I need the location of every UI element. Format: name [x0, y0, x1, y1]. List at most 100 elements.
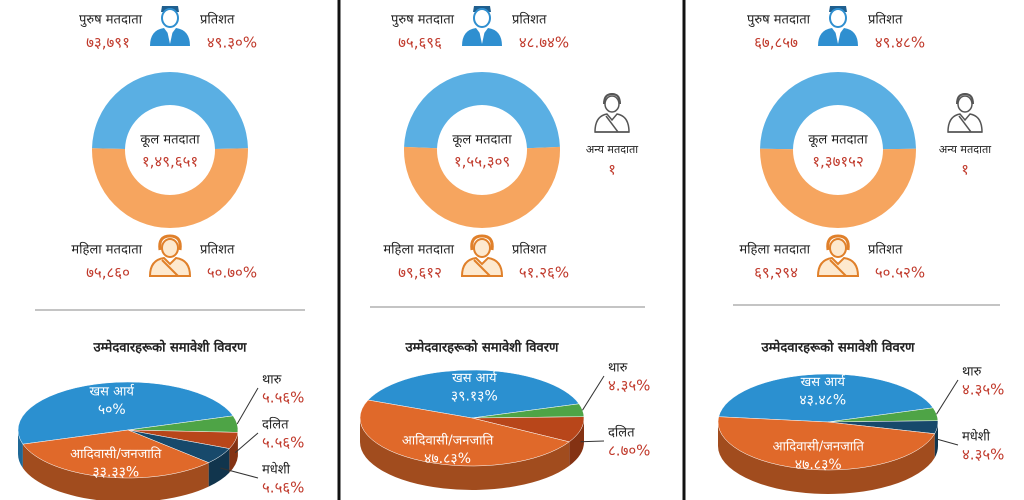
total-voters: १,३७१५२ [812, 153, 864, 171]
percent-value: ५०.७०% [207, 264, 257, 282]
slice-label: आदिवासी/जनजाति [773, 438, 865, 454]
pie-side [208, 448, 230, 487]
slice-label: दलित [608, 425, 635, 441]
slice-value: ४.३५% [608, 377, 650, 395]
pie-slice [717, 416, 936, 471]
voter-label: महिला मतदाता [383, 242, 454, 258]
slice-label: मधेशी [262, 462, 291, 478]
slice-label: खस आर्य [452, 370, 497, 386]
woman-icon [460, 234, 504, 278]
donut-segment [760, 72, 916, 150]
center-label: कूल मतदाता [808, 133, 868, 148]
pie-slice [718, 373, 934, 423]
slice-label: आदिवासी/जनजाति [402, 432, 494, 448]
other-voter-icon [594, 93, 630, 133]
slice-value: ४७.८३% [795, 457, 842, 473]
slice-value: ५.५६% [262, 434, 304, 452]
pie-title: उम्मेदवारहरूको समावेशी विवरण [761, 340, 916, 356]
man-icon [817, 5, 859, 47]
voter-label: महिला मतदाता [739, 242, 810, 258]
pie-slice [17, 381, 234, 445]
pie-side [360, 418, 570, 490]
voter-label: पुरुष मतदाता [79, 13, 143, 28]
voter-count: ७५,६९६ [398, 34, 442, 52]
voter-count: ७३,७९१ [86, 34, 130, 52]
center-label: कूल मतदाता [140, 133, 200, 148]
pie-side [22, 444, 209, 500]
other-count: १ [608, 161, 616, 179]
percent-value: ४९.४८% [875, 34, 925, 52]
man-icon [461, 5, 503, 47]
slice-label: खस आर्य [90, 383, 135, 399]
slice-value: ८.७०% [608, 442, 650, 460]
voter-count: ६९,२९४ [754, 264, 798, 282]
other-label: अन्य मतदाता [939, 143, 991, 156]
percent-value: ५१.२६% [519, 264, 569, 282]
voter-count: ७५,८६० [86, 264, 130, 282]
voter-label: पुरुष मतदाता [747, 13, 811, 28]
pie-side [18, 430, 23, 469]
pie-side [718, 422, 935, 494]
percent-heading: प्रतिशत [512, 242, 547, 258]
leader-line [236, 387, 259, 425]
percent-value: ४९.३०% [207, 34, 257, 52]
slice-value: ४७.८३% [424, 451, 471, 467]
voter-label: महिला मतदाता [71, 242, 142, 258]
other-label: अन्य मतदाता [586, 143, 638, 156]
voter-count: ७९,६१२ [398, 264, 442, 282]
slice-label: मधेशी [962, 429, 991, 445]
percent-heading: प्रतिशत [200, 242, 235, 258]
pie-slice [22, 429, 210, 479]
total-voters: १,४९,६५१ [142, 153, 198, 171]
pie-side [229, 432, 238, 473]
slice-label: थारु [262, 373, 282, 388]
voter-count: ६७,८५७ [754, 34, 798, 52]
slice-label: थारु [962, 365, 982, 380]
pie-side [569, 418, 584, 466]
donut-segment [92, 148, 249, 228]
slice-label: खस आर्य [801, 374, 846, 390]
donut-segment [403, 146, 560, 229]
leader-line [580, 440, 605, 443]
percent-heading: प्रतिशत [868, 242, 903, 258]
donut-segment [404, 72, 560, 149]
pie-slice [367, 369, 580, 419]
woman-icon [816, 234, 860, 278]
leader-line [234, 432, 259, 454]
woman-icon [148, 234, 192, 278]
donut-segment [759, 148, 916, 229]
donut-segment [92, 71, 248, 150]
leader-line [936, 379, 959, 415]
slice-value: ५०% [98, 402, 126, 418]
leader-line [937, 438, 959, 446]
percent-value: ५०.५२% [875, 264, 925, 282]
slice-label: दलित [262, 417, 289, 433]
slice-value: ४.३५% [962, 446, 1004, 464]
slice-value: ५.५६% [262, 479, 304, 497]
leader-line [220, 467, 259, 479]
slice-value: ५.५६% [262, 389, 304, 407]
slice-label: आदिवासी/जनजाति [70, 446, 162, 462]
center-label: कूल मतदाता [452, 133, 512, 148]
slice-label: थारु [608, 361, 628, 376]
percent-value: ४८.७४% [519, 34, 569, 52]
voter-label: पुरुष मतदाता [391, 13, 455, 28]
pie-title: उम्मेदवारहरूको समावेशी विवरण [405, 340, 560, 356]
slice-value: ३३.३३% [92, 465, 139, 481]
slice-value: ४३.४८% [799, 393, 846, 409]
man-icon [149, 5, 191, 47]
pie-title: उम्मेदवारहरूको समावेशी विवरण [93, 340, 248, 356]
slice-value: ३९.१३% [451, 389, 498, 405]
other-voter-icon [947, 93, 983, 133]
percent-heading: प्रतिशत [868, 12, 903, 28]
other-count: १ [961, 161, 969, 179]
percent-heading: प्रतिशत [512, 12, 547, 28]
pie-side [934, 422, 938, 458]
leader-line [582, 375, 605, 411]
slice-value: ४.३५% [962, 381, 1004, 399]
percent-heading: प्रतिशत [200, 12, 235, 28]
pie-slice [359, 399, 570, 467]
total-voters: १,५५,३०९ [454, 153, 510, 171]
